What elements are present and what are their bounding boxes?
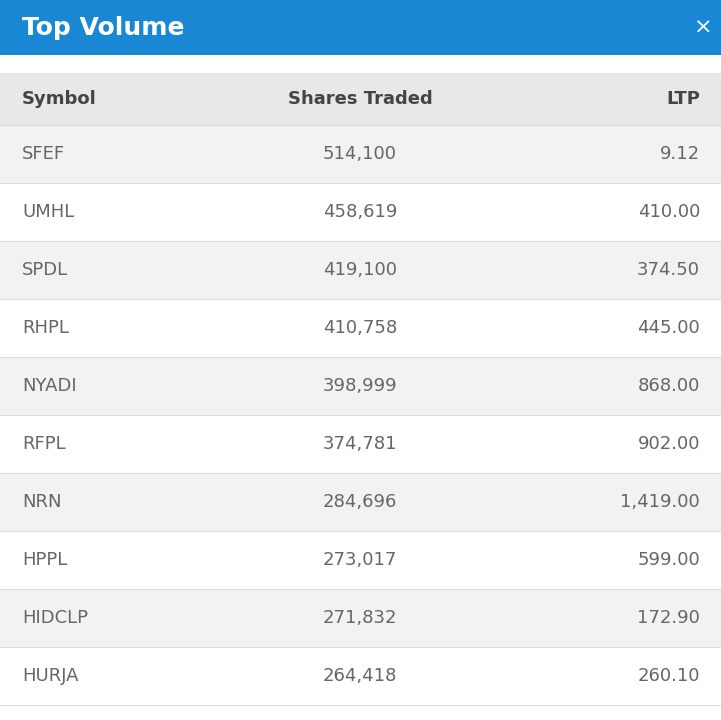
Text: 1,419.00: 1,419.00 [620, 493, 700, 511]
Text: Symbol: Symbol [22, 90, 97, 108]
Text: UMHL: UMHL [22, 203, 74, 221]
Text: 514,100: 514,100 [323, 145, 397, 163]
Text: 445.00: 445.00 [637, 319, 700, 337]
Bar [0, 531, 721, 589]
Text: 868.00: 868.00 [637, 377, 700, 395]
Text: 9.12: 9.12 [660, 145, 700, 163]
Bar [0, 241, 721, 299]
Text: SFEF: SFEF [22, 145, 65, 163]
Text: RFPL: RFPL [22, 435, 66, 453]
Text: 284,696: 284,696 [323, 493, 397, 511]
Bar [0, 55, 721, 73]
Text: 458,619: 458,619 [323, 203, 397, 221]
Text: HURJA: HURJA [22, 667, 79, 685]
Text: 260.10: 260.10 [637, 667, 700, 685]
Text: HPPL: HPPL [22, 551, 67, 569]
Text: 264,418: 264,418 [323, 667, 397, 685]
Text: 410.00: 410.00 [637, 203, 700, 221]
Text: 419,100: 419,100 [323, 261, 397, 279]
Text: SPDL: SPDL [22, 261, 68, 279]
Text: 599.00: 599.00 [637, 551, 700, 569]
Text: 271,832: 271,832 [323, 609, 397, 627]
Text: Top Volume: Top Volume [22, 16, 185, 40]
Bar [0, 473, 721, 531]
Bar [0, 647, 721, 705]
Text: 273,017: 273,017 [323, 551, 397, 569]
Text: 398,999: 398,999 [323, 377, 397, 395]
Text: NRN: NRN [22, 493, 61, 511]
Text: RHPL: RHPL [22, 319, 69, 337]
Bar [0, 299, 721, 357]
Bar [0, 357, 721, 415]
Bar [0, 125, 721, 183]
Text: ×: × [694, 17, 712, 37]
Text: NYADI: NYADI [22, 377, 76, 395]
Text: LTP: LTP [666, 90, 700, 108]
Text: 374,781: 374,781 [323, 435, 397, 453]
Bar [0, 589, 721, 647]
Bar [0, 73, 721, 125]
Text: 374.50: 374.50 [637, 261, 700, 279]
Text: Shares Traded: Shares Traded [288, 90, 433, 108]
Bar [0, 183, 721, 241]
Text: HIDCLP: HIDCLP [22, 609, 88, 627]
Text: 172.90: 172.90 [637, 609, 700, 627]
Bar [0, 415, 721, 473]
Text: 410,758: 410,758 [323, 319, 397, 337]
Text: 902.00: 902.00 [637, 435, 700, 453]
Bar [0, 0, 721, 55]
